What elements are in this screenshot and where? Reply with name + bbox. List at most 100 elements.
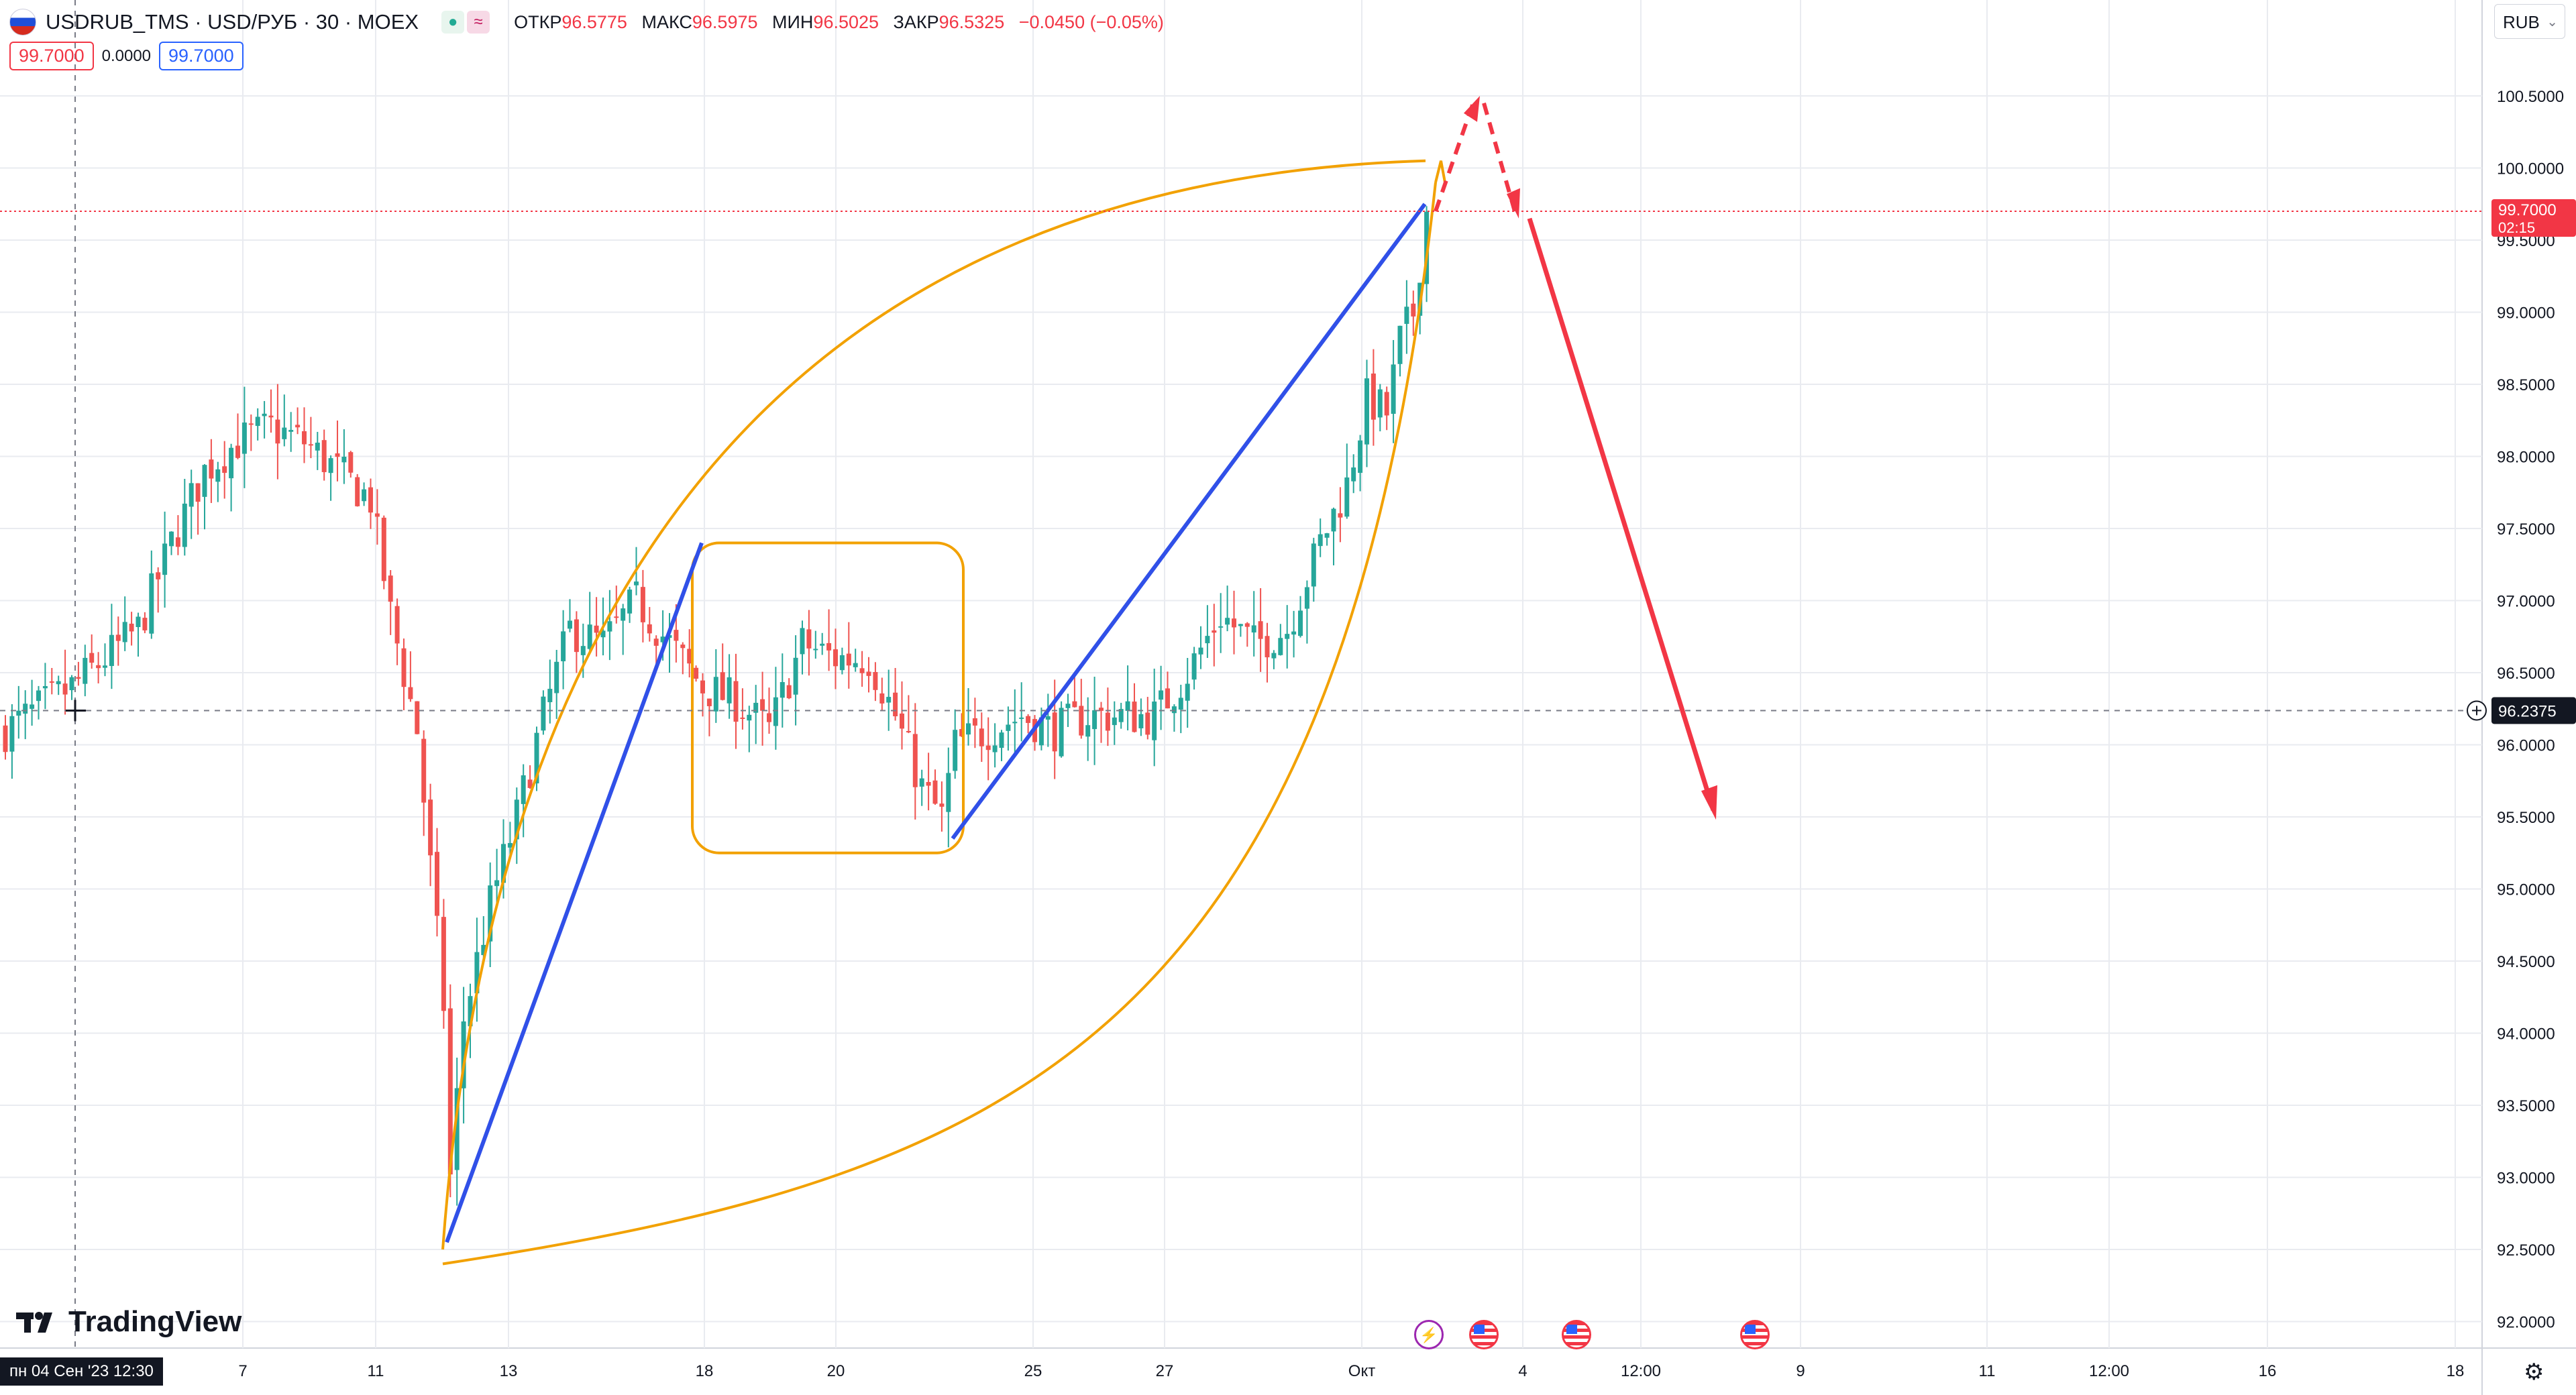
- time-tick-label: 7: [238, 1362, 247, 1380]
- candle-body: [1178, 698, 1183, 710]
- candle-body: [368, 487, 373, 513]
- candle-body: [235, 445, 240, 458]
- candle-body: [1404, 306, 1409, 324]
- market-open-icon[interactable]: ●: [441, 11, 465, 34]
- candle-body: [441, 917, 446, 1011]
- candle-body: [939, 803, 945, 807]
- candle-body: [753, 702, 759, 713]
- candle-body: [408, 687, 413, 700]
- us-flag-event-icon[interactable]: [1740, 1320, 1770, 1349]
- symbol-title[interactable]: USDRUB_TMS · USD/РУБ · 30 · MOEX: [46, 10, 419, 34]
- price-tick-label: 97.0000: [2497, 593, 2555, 611]
- candle-body: [1258, 621, 1263, 639]
- orange-curve-bottom: [442, 182, 1437, 1266]
- candle-body: [142, 618, 148, 630]
- candle-body: [568, 620, 572, 629]
- candle-body: [786, 685, 792, 699]
- candle-body: [23, 704, 28, 714]
- bolt-event-icon[interactable]: ⚡: [1414, 1320, 1444, 1349]
- candle-body: [1159, 690, 1164, 700]
- candle-body: [780, 682, 785, 698]
- candle-body: [587, 624, 592, 649]
- candle-body: [574, 619, 579, 653]
- candle-body: [69, 677, 74, 691]
- candle-body: [614, 616, 619, 618]
- candle-body: [800, 628, 805, 655]
- candle-body: [49, 681, 54, 683]
- us-flag-event-icon[interactable]: [1469, 1320, 1499, 1349]
- chevron-down-icon: ⌄: [2546, 15, 2558, 30]
- candle-body: [514, 799, 519, 840]
- candle-body: [381, 517, 386, 581]
- blue-trend-line-2: [951, 203, 1427, 840]
- gear-icon[interactable]: ⚙: [2524, 1359, 2544, 1385]
- tradingview-logo[interactable]: TradingView: [16, 1305, 241, 1339]
- candle-body: [1085, 725, 1091, 737]
- candle-body: [447, 1008, 453, 1175]
- orange-curve-top: [441, 159, 1426, 1250]
- candle-body: [1072, 701, 1077, 708]
- candle-body: [1364, 378, 1369, 445]
- price-tick-label: 99.0000: [2497, 304, 2555, 323]
- candle-body: [321, 440, 327, 472]
- price-tick-label: 94.0000: [2497, 1025, 2555, 1044]
- candle-body: [1331, 508, 1336, 532]
- candle-body: [674, 630, 679, 641]
- candle-body: [488, 885, 493, 942]
- orange-range-box: [691, 541, 965, 854]
- sell-button[interactable]: 99.7000: [9, 42, 94, 70]
- candle-body: [859, 668, 865, 673]
- candle-body: [1212, 630, 1217, 633]
- candle-body: [853, 663, 858, 667]
- candle-body: [1298, 610, 1303, 636]
- candle-body: [687, 649, 692, 664]
- candle-body: [89, 653, 95, 663]
- candle-body: [282, 427, 287, 439]
- candle-body: [561, 631, 566, 661]
- currency-select[interactable]: RUB ⌄: [2494, 4, 2565, 39]
- price-tick-label: 94.5000: [2497, 953, 2555, 971]
- candle-body: [979, 728, 984, 746]
- candle-body: [162, 543, 168, 575]
- price-tick-label: 98.5000: [2497, 376, 2555, 394]
- candle-body: [1384, 392, 1389, 416]
- candle-body: [1165, 688, 1170, 709]
- candle-body: [680, 645, 686, 649]
- buy-button[interactable]: 99.7000: [159, 42, 244, 70]
- price-tick-label: 92.5000: [2497, 1241, 2555, 1260]
- red-arrowhead-up: [1464, 96, 1480, 122]
- candle-body: [720, 672, 725, 700]
- candle-body: [374, 513, 380, 517]
- candle-body: [607, 621, 612, 632]
- candle-body: [900, 713, 904, 729]
- candle-body: [454, 1088, 460, 1170]
- candle-body: [189, 483, 194, 507]
- time-axis: 7 11 13 18 20 25 27 Окт 4 12:00 9 11 12:00 16 18: [238, 1362, 2464, 1380]
- crosshair-price-tag: [2491, 697, 2576, 724]
- candle-body: [96, 665, 101, 669]
- candle-body: [149, 573, 154, 634]
- candle-body: [813, 649, 818, 651]
- candle-body: [1138, 714, 1144, 728]
- candle-body: [660, 636, 665, 643]
- candle-body: [42, 686, 48, 689]
- candle-body: [953, 730, 958, 771]
- time-tick-label: 18: [2447, 1362, 2465, 1380]
- candle-body: [255, 416, 260, 427]
- candle-body: [494, 880, 500, 887]
- candle-body: [468, 996, 473, 1027]
- us-flag-event-icon[interactable]: [1562, 1320, 1591, 1349]
- candle-body: [959, 729, 965, 736]
- candle-body: [1125, 701, 1130, 711]
- candle-body: [136, 616, 141, 628]
- candle-body: [1371, 373, 1376, 420]
- candle-body: [534, 732, 539, 784]
- price-tick-label: 92.0000: [2497, 1314, 2555, 1332]
- candle-body: [109, 634, 114, 667]
- candle-body: [315, 443, 320, 451]
- time-tick-label: 12:00: [1621, 1362, 1661, 1380]
- candle-body: [594, 625, 599, 633]
- approx-icon[interactable]: ≈: [467, 11, 490, 34]
